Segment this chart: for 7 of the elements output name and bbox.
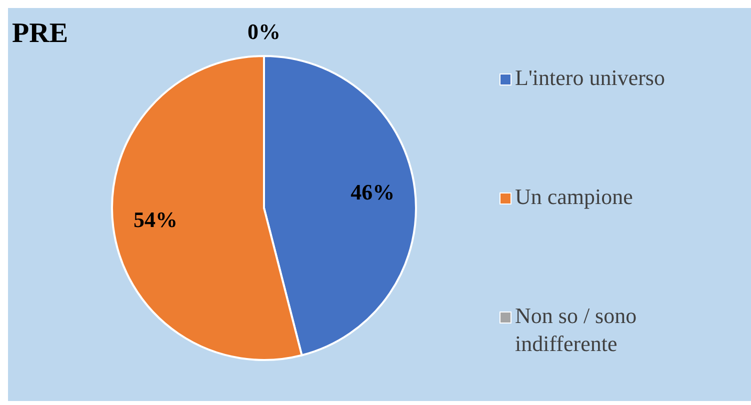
legend-label: Un campione bbox=[515, 184, 633, 210]
data-label: 46% bbox=[350, 179, 395, 204]
text: 0% bbox=[248, 19, 280, 44]
data-label: 54% bbox=[133, 206, 178, 232]
legend-label: L'intero universo bbox=[515, 65, 665, 90]
legend-label: Non so / sono indifferente bbox=[515, 303, 637, 356]
chart-title: PRE bbox=[12, 18, 68, 49]
